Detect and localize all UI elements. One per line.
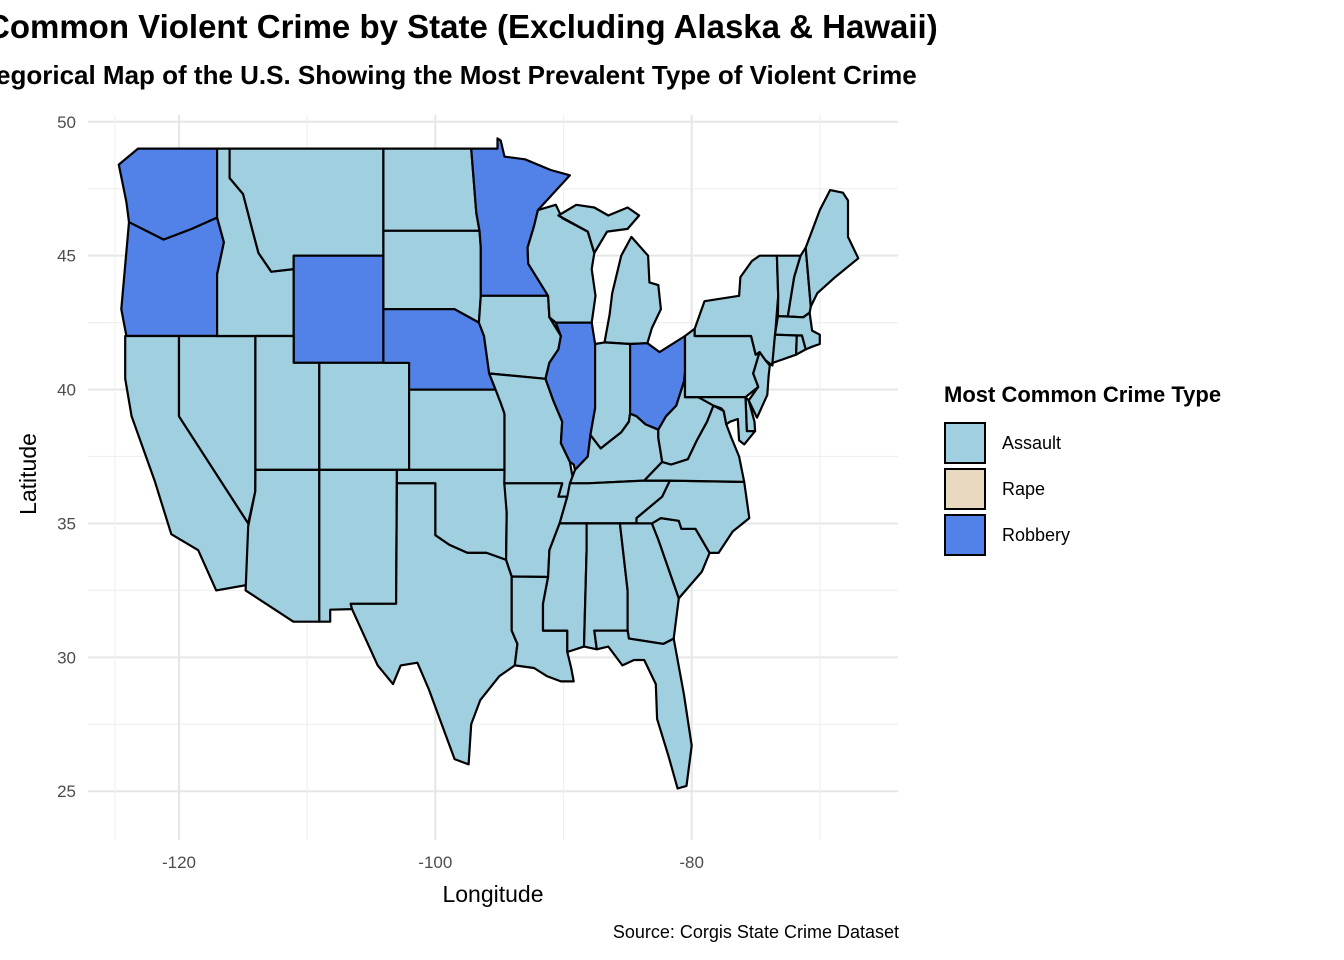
state-north-carolina [635, 479, 751, 554]
x-tick-labels: -120 -100 -80 [162, 853, 704, 872]
chart-title: Common Violent Crime by State (Excluding… [0, 8, 938, 45]
legend-title: Most Common Crime Type [944, 382, 1222, 407]
legend-item-assault: Assault [944, 420, 1221, 466]
legend-label-assault: Assault [1002, 432, 1062, 453]
y-tick-label: 30 [57, 648, 76, 667]
state-shapes [117, 137, 860, 790]
legend-item-rape: Rape [944, 466, 1221, 512]
chart-subtitle: egorical Map of the U.S. Showing the Mos… [0, 60, 917, 90]
state-colorado [318, 361, 411, 471]
state-pennsylvania [683, 327, 761, 399]
state-mississippi [541, 522, 588, 654]
state-north-dakota [382, 147, 481, 232]
state-new-york [693, 254, 780, 367]
x-axis-title: Longitude [442, 881, 543, 907]
state-rhode-island [795, 334, 807, 356]
y-axis-title: Latitude [15, 433, 41, 515]
state-maine [804, 189, 860, 308]
state-wyoming [292, 254, 385, 364]
x-tick-label: -100 [418, 853, 452, 872]
state-oregon [120, 216, 225, 338]
state-connecticut [771, 333, 798, 365]
x-tick-label: -120 [162, 853, 196, 872]
y-tick-label: 45 [57, 247, 76, 266]
legend-swatch-robbery [944, 514, 986, 556]
legend-label-rape: Rape [1002, 478, 1046, 499]
source-caption: Source: Corgis State Crime Dataset [612, 922, 899, 942]
legend-swatch-assault [944, 422, 986, 464]
state-wisconsin [526, 203, 597, 324]
legend: Most Common Crime Type Assault Rape Robb… [944, 382, 1221, 558]
y-tick-labels: 25 30 35 40 45 50 [57, 113, 76, 801]
legend-item-robbery: Robbery [944, 512, 1221, 558]
y-tick-label: 35 [57, 514, 76, 533]
y-tick-label: 50 [57, 113, 76, 132]
x-tick-label: -80 [679, 853, 704, 872]
state-texas [349, 482, 519, 766]
y-tick-label: 25 [57, 782, 76, 801]
legend-label-robbery: Robbery [1002, 524, 1071, 545]
legend-swatch-rape [944, 468, 986, 510]
state-new-mexico [318, 468, 398, 623]
state-michigan-up [557, 203, 641, 255]
state-arizona [244, 468, 321, 623]
state-michigan [603, 235, 662, 346]
state-florida [593, 629, 693, 790]
state-new-jersey [747, 351, 771, 419]
state-maryland [697, 396, 757, 446]
y-tick-label: 40 [57, 381, 76, 400]
state-kansas [408, 388, 506, 471]
